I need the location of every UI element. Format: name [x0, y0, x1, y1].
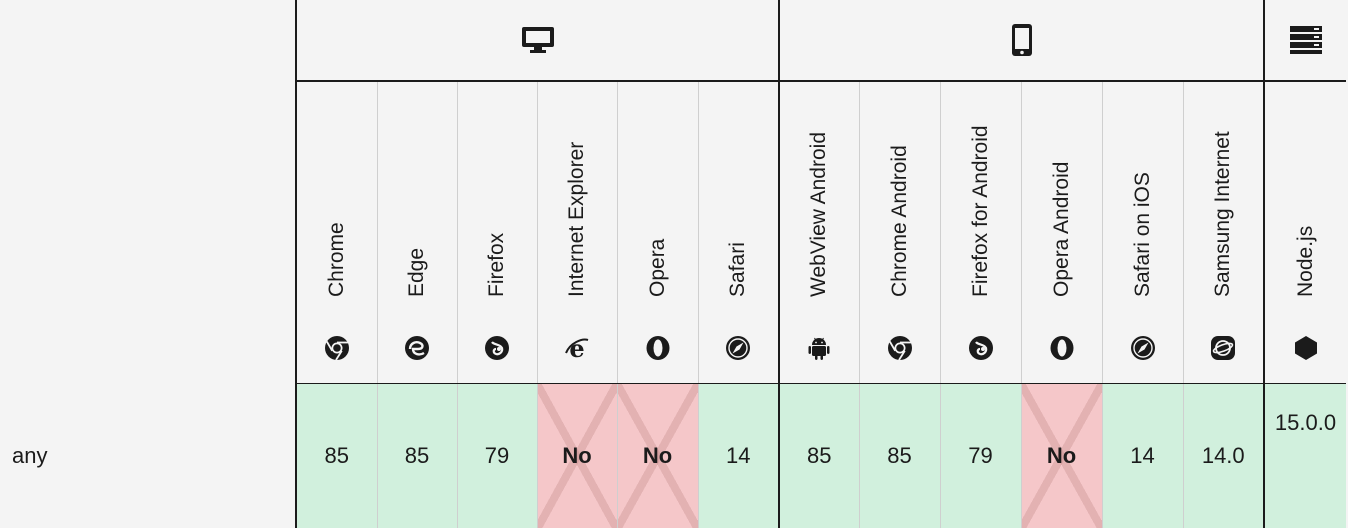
feature-label: any — [0, 384, 296, 528]
support-cell-chrome-android[interactable]: 85 — [859, 384, 940, 528]
support-cell-webview-android[interactable]: 85 — [779, 384, 859, 528]
firefox-icon — [968, 335, 994, 361]
support-cell-firefox-android[interactable]: 79 — [940, 384, 1021, 528]
browser-name: Firefox — [485, 233, 509, 297]
support-cell-safari-ios[interactable]: 14 — [1102, 384, 1183, 528]
samsung-internet-icon — [1210, 335, 1236, 361]
browser-header-firefox-android: Firefox for Android — [940, 81, 1021, 384]
browser-header-opera-android: Opera Android — [1021, 81, 1102, 384]
platform-desktop — [296, 0, 779, 81]
browser-name: WebView Android — [807, 132, 831, 297]
nodejs-icon — [1293, 335, 1319, 361]
browser-header-safari: Safari — [698, 81, 779, 384]
support-cell-opera[interactable]: No — [617, 384, 698, 528]
support-cell-firefox[interactable]: 79 — [457, 384, 537, 528]
browser-name: Internet Explorer — [565, 142, 589, 297]
browser-header-firefox: Firefox — [457, 81, 537, 384]
opera-icon — [645, 335, 671, 361]
android-icon — [806, 335, 832, 361]
browser-header-internet-explorer: Internet Explorer e — [537, 81, 617, 384]
support-cell-opera-android[interactable]: No — [1021, 384, 1102, 528]
support-cell-internet-explorer[interactable]: No — [537, 384, 617, 528]
firefox-icon — [484, 335, 510, 361]
browser-header-samsung-internet: Samsung Internet — [1183, 81, 1264, 384]
browser-name: Safari — [726, 242, 750, 297]
browser-name: Opera — [646, 239, 670, 297]
browser-name: Edge — [405, 248, 429, 297]
browser-name: Safari on iOS — [1131, 172, 1155, 297]
platform-mobile — [779, 0, 1264, 81]
internet-explorer-icon: e — [564, 335, 590, 361]
opera-icon — [1049, 335, 1075, 361]
browser-header-chrome-android: Chrome Android — [859, 81, 940, 384]
edge-icon — [404, 335, 430, 361]
server-icon — [1289, 25, 1323, 55]
browser-name: Firefox for Android — [969, 125, 993, 297]
compat-table-container: Chrome Edge Firefox Internet Explorer e … — [0, 0, 1348, 501]
safari-icon — [1130, 335, 1156, 361]
browser-name: Chrome Android — [888, 145, 912, 297]
feature-row: any 85 85 79 No No 14 85 85 79 No 14 14.… — [0, 384, 1346, 528]
support-cell-safari[interactable]: 14 — [698, 384, 779, 528]
desktop-icon — [521, 26, 555, 54]
browser-name: Node.js — [1294, 226, 1318, 297]
platform-server — [1264, 0, 1346, 81]
browser-header-safari-ios: Safari on iOS — [1102, 81, 1183, 384]
browser-name: Samsung Internet — [1211, 131, 1235, 297]
support-cell-chrome[interactable]: 85 — [296, 384, 377, 528]
platform-header-row — [0, 0, 1346, 81]
chrome-icon — [887, 335, 913, 361]
browser-header-edge: Edge — [377, 81, 457, 384]
support-cell-samsung-internet[interactable]: 14.0 — [1183, 384, 1264, 528]
mobile-icon — [1011, 23, 1033, 57]
browser-header-chrome: Chrome — [296, 81, 377, 384]
safari-icon — [725, 335, 751, 361]
chrome-icon — [324, 335, 350, 361]
browser-name: Chrome — [325, 222, 349, 297]
browser-header-opera: Opera — [617, 81, 698, 384]
browser-header-webview-android: WebView Android — [779, 81, 859, 384]
support-cell-edge[interactable]: 85 — [377, 384, 457, 528]
browser-header-nodejs: Node.js — [1264, 81, 1346, 384]
corner-cell — [0, 0, 296, 384]
browser-name: Opera Android — [1050, 162, 1074, 297]
support-cell-nodejs[interactable]: 15.0.0 — [1264, 384, 1346, 528]
